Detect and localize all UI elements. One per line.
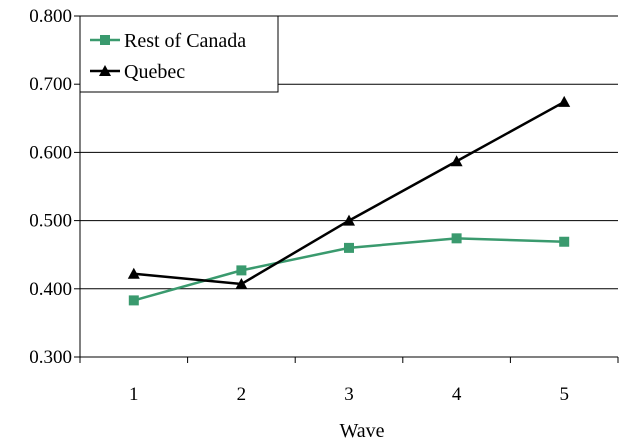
series-line	[133, 100, 565, 286]
series-rest-of-canada	[128, 233, 570, 306]
data-point	[450, 155, 463, 167]
data-point	[128, 295, 139, 306]
x-axis-ticks: 1 2 3 4 5	[79, 357, 619, 405]
legend: Rest of Canada Quebec	[79, 15, 279, 93]
x-tick-label: 5	[559, 384, 569, 405]
data-point	[559, 236, 570, 247]
y-tick-label: 0.600	[29, 142, 72, 163]
x-tick-label: 4	[452, 384, 462, 405]
data-point	[236, 265, 247, 276]
legend-box	[79, 15, 279, 93]
y-tick-label: 0.700	[29, 74, 72, 95]
x-tick-label: 2	[237, 384, 247, 405]
data-point	[344, 242, 354, 253]
data-point	[127, 267, 140, 279]
legend-label: Rest of Canada	[124, 30, 246, 52]
y-tick-label: 0.300	[29, 347, 72, 368]
data-point	[343, 214, 355, 226]
series-quebec	[127, 95, 571, 290]
y-axis-ticks: 0.300 0.400 0.500 0.600 0.700 0.800	[29, 6, 80, 368]
legend-label: Quebec	[124, 61, 185, 83]
x-axis-title: Wave	[339, 420, 384, 442]
y-tick-label: 0.800	[29, 6, 72, 27]
y-tick-label: 0.500	[29, 211, 72, 232]
data-point	[451, 233, 462, 244]
series-group	[127, 95, 571, 306]
x-tick-label: 3	[344, 384, 354, 405]
legend-marker	[99, 65, 111, 76]
x-tick-label: 1	[129, 384, 139, 405]
data-point	[558, 95, 571, 107]
legend-marker	[100, 35, 110, 45]
y-tick-label: 0.400	[29, 279, 72, 300]
data-point	[235, 278, 248, 290]
